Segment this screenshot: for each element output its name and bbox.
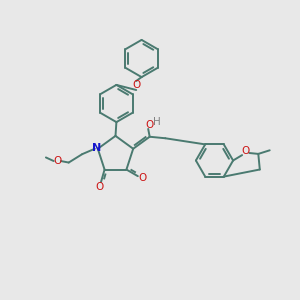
Text: N: N xyxy=(92,143,101,153)
Text: O: O xyxy=(132,80,140,91)
Text: O: O xyxy=(138,173,146,183)
Text: O: O xyxy=(145,120,154,130)
Text: O: O xyxy=(53,156,61,166)
Text: O: O xyxy=(242,146,250,157)
Text: H: H xyxy=(153,117,160,127)
Text: O: O xyxy=(95,182,103,192)
